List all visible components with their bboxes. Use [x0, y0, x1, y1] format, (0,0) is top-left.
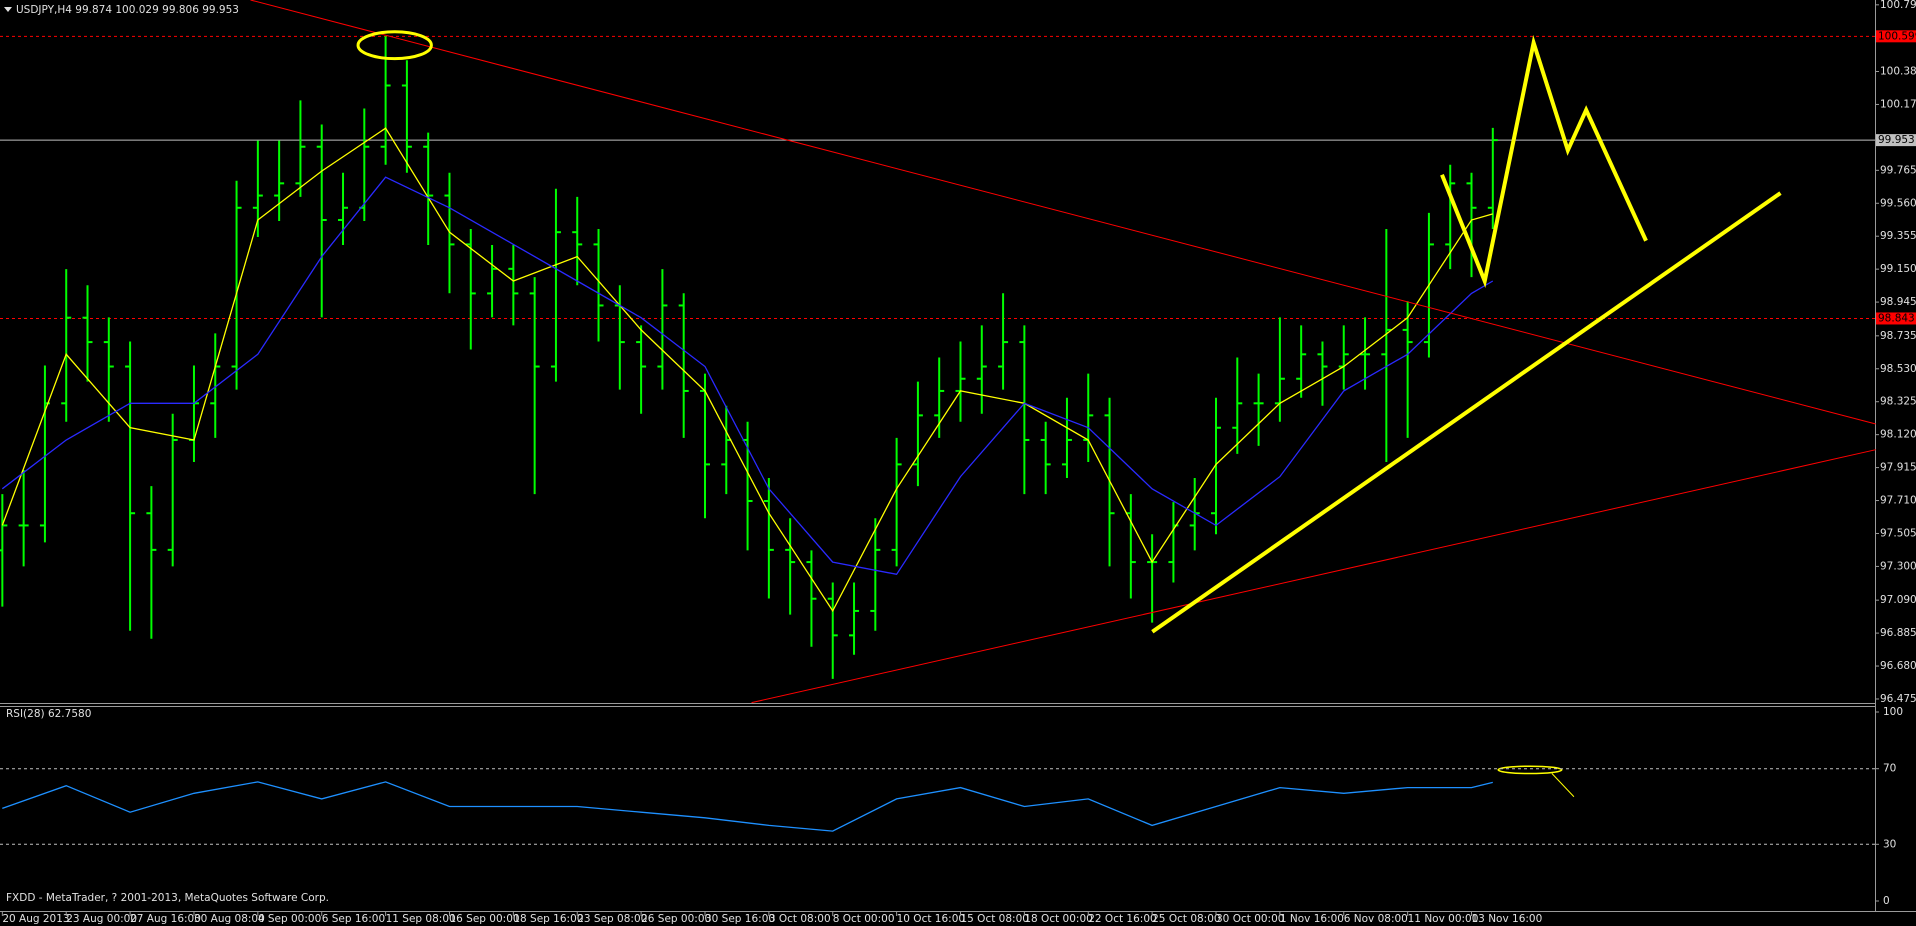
x-tick-label: 3 Oct 08:00 — [769, 913, 831, 925]
y-tick-label: 98.945 — [1880, 296, 1916, 308]
y-tick-label: 96.885 — [1880, 627, 1916, 639]
y-tick-label: 97.505 — [1880, 527, 1916, 539]
y-tick-label: 98.530 — [1880, 363, 1916, 375]
moving-average — [1, 127, 1493, 613]
projection-path — [1442, 43, 1646, 281]
x-tick-label: 30 Aug 08:00 — [194, 913, 265, 925]
annotations — [251, 0, 1876, 797]
level-label: 98.843 — [1878, 312, 1915, 324]
y-tick-label: 96.680 — [1880, 660, 1916, 672]
x-tick-label: 13 Nov 16:00 — [1472, 913, 1543, 925]
y-tick-label: 97.300 — [1880, 560, 1916, 572]
indicator-title: RSI(28) 62.7580 — [6, 708, 91, 720]
y-tick-label: 97.710 — [1880, 495, 1916, 507]
pointer-line — [1552, 774, 1574, 797]
menu-arrow[interactable] — [4, 7, 12, 12]
x-tick-label: 23 Sep 08:00 — [577, 913, 647, 925]
y-tick-label: 100 — [1883, 706, 1903, 718]
level-label: 100.599 — [1878, 30, 1916, 42]
level-tag — [1876, 30, 1916, 43]
level-tag — [1876, 134, 1916, 147]
highlight-ellipse — [358, 32, 431, 59]
x-tick-label: 25 Oct 08:00 — [1152, 913, 1220, 925]
x-tick-label: 1 Nov 16:00 — [1280, 913, 1344, 925]
x-tick-label: 15 Oct 08:00 — [960, 913, 1028, 925]
y-tick-label: 98.735 — [1880, 330, 1916, 342]
x-tick-label: 22 Oct 16:00 — [1088, 913, 1156, 925]
y-tick-label: 0 — [1883, 895, 1890, 907]
support-line — [1152, 193, 1780, 632]
y-tick-label: 99.765 — [1880, 164, 1916, 176]
rsi-line — [2, 781, 1493, 832]
y-tick-label: 97.090 — [1880, 594, 1916, 606]
y-tick-label: 96.475 — [1880, 693, 1916, 705]
y-tick-label: 97.915 — [1880, 462, 1916, 474]
y-tick-label: 30 — [1883, 838, 1896, 850]
y-tick-label: 70 — [1883, 763, 1896, 775]
y-tick-label: 99.560 — [1880, 197, 1916, 209]
x-tick-label: 20 Aug 2013 — [2, 913, 69, 925]
x-tick-label: 4 Sep 00:00 — [258, 913, 321, 925]
x-tick-label: 11 Sep 08:00 — [386, 913, 456, 925]
x-tick-label: 6 Sep 16:00 — [322, 913, 385, 925]
x-tick-label: 8 Oct 00:00 — [833, 913, 895, 925]
footer: FXDD - MetaTrader, ? 2001-2013, MetaQuot… — [6, 892, 329, 904]
y-tick-label: 99.355 — [1880, 230, 1916, 242]
x-tick-label: 27 Aug 16:00 — [130, 913, 201, 925]
x-tick-label: 10 Oct 16:00 — [897, 913, 965, 925]
x-tick-label: 18 Oct 00:00 — [1024, 913, 1092, 925]
trendline — [251, 0, 1876, 424]
level-label: 99.953 — [1878, 134, 1915, 146]
highlight-ellipse — [1498, 766, 1562, 773]
x-tick-label: 11 Nov 00:00 — [1408, 913, 1479, 925]
symbol-header: USDJPY,H4 99.874 100.029 99.806 99.953 — [16, 4, 239, 16]
y-tick-label: 98.120 — [1880, 429, 1916, 441]
y-tick-label: 98.325 — [1880, 396, 1916, 408]
x-tick-label: 26 Sep 00:00 — [641, 913, 711, 925]
moving-average — [1, 176, 1494, 576]
x-tick-label: 6 Nov 08:00 — [1344, 913, 1408, 925]
y-tick-label: 100.380 — [1880, 66, 1916, 78]
x-tick-label: 30 Sep 16:00 — [705, 913, 775, 925]
x-tick-label: 30 Oct 00:00 — [1216, 913, 1284, 925]
x-tick-label: 23 Aug 00:00 — [66, 913, 137, 925]
y-tick-label: 100.175 — [1880, 98, 1916, 110]
y-tick-label: 100.795 — [1880, 0, 1916, 11]
level-tag — [1876, 312, 1916, 325]
y-tick-label: 99.150 — [1880, 263, 1916, 275]
trendline — [752, 450, 1876, 703]
x-tick-label: 18 Sep 16:00 — [513, 913, 583, 925]
x-tick-label: 16 Sep 00:00 — [449, 913, 519, 925]
